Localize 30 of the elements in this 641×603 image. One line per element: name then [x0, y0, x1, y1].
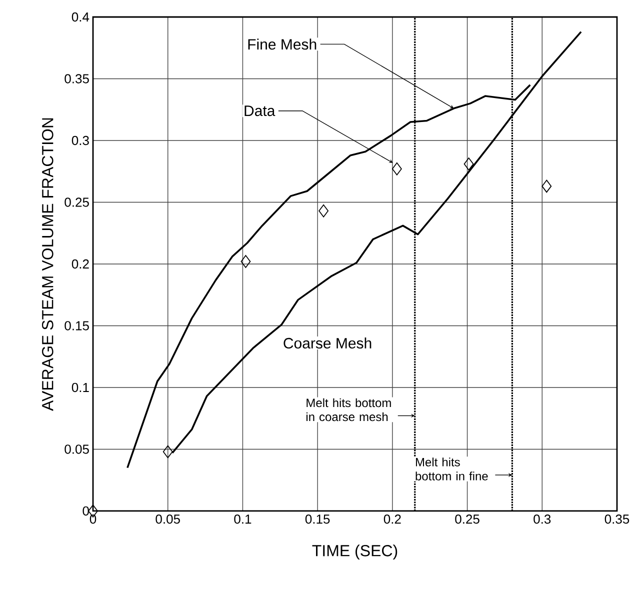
x-tick-label: 0.25 [455, 514, 480, 524]
y-tick-label: 0 [82, 506, 89, 516]
x-tick-label: 0 [90, 514, 96, 524]
point [464, 158, 474, 170]
point [392, 162, 402, 176]
text: Fine Mesh [248, 38, 316, 50]
x-tick-label: 0.35 [604, 514, 630, 524]
y-axis-title: AVERAGE STEAM VOLUME FRACTION [42, 118, 54, 411]
series-label: Coarse Mesh [284, 338, 372, 349]
x-tick-label: 0.3 [534, 514, 551, 524]
x-tick-label: 0.05 [156, 514, 180, 524]
point [318, 204, 329, 218]
y-tick-label: 0.1 [72, 382, 89, 392]
point [240, 255, 251, 268]
text: Data [244, 106, 276, 116]
point [162, 445, 173, 458]
point [542, 180, 552, 193]
y-tick-label: 0.2 [72, 259, 89, 269]
ref-line-label: Melt hits bottom in coarse mesh [306, 398, 391, 422]
y-tick-label: 0.4 [72, 12, 90, 22]
ref-line-label: Melt hits bottom in fine [416, 458, 488, 480]
y-tick-label: 0.25 [64, 198, 89, 207]
x-tick-label: 0.1 [234, 514, 252, 524]
x-tick-label: 0.2 [384, 514, 401, 524]
y-tick-label: 0.3 [72, 136, 89, 146]
y-tick-label: 0.15 [64, 321, 89, 330]
y-tick-label: 0.35 [64, 74, 89, 84]
y-tick-label: 0.05 [64, 444, 89, 454]
x-axis-title: TIME (SEC) [312, 544, 398, 560]
x-tick-label: 0.15 [305, 514, 330, 524]
